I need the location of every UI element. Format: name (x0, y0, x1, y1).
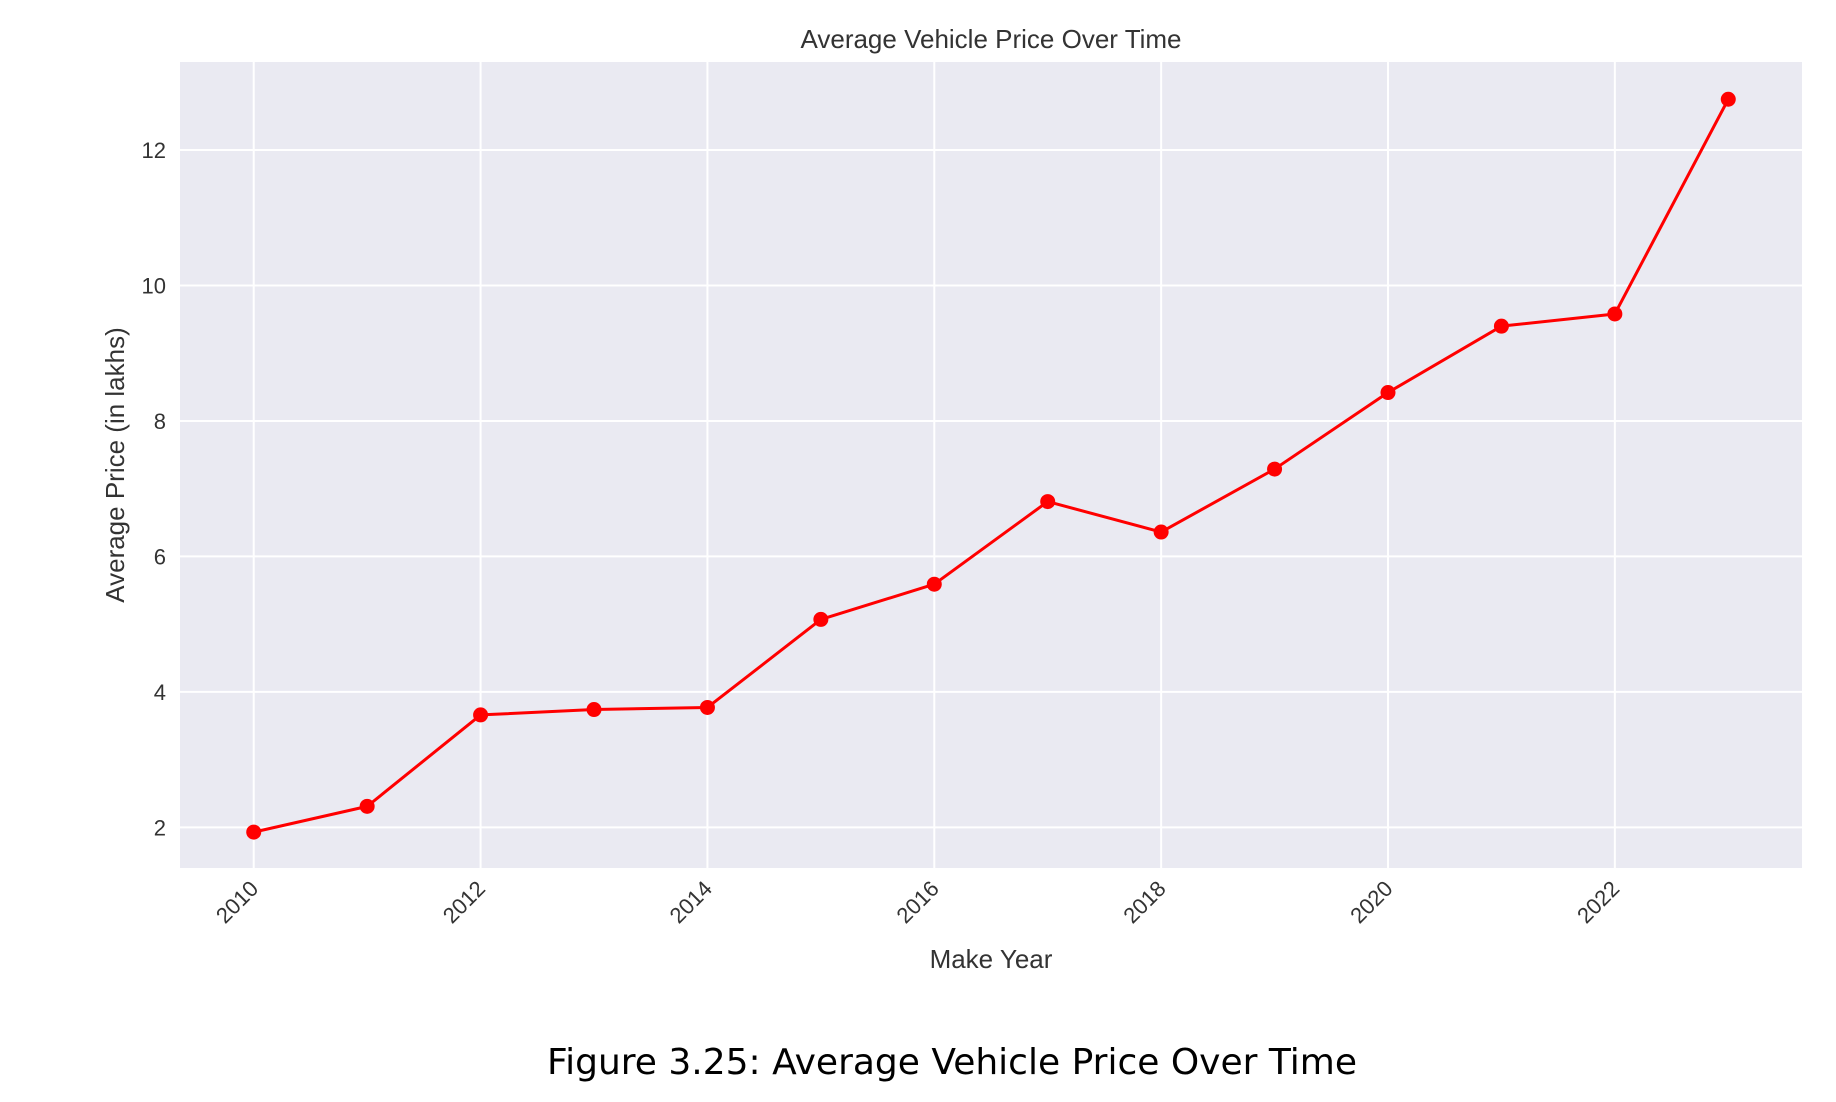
series-line (253, 98, 1730, 834)
data-point (586, 702, 602, 718)
data-point (1607, 306, 1623, 322)
x-axis-title: Make Year (930, 944, 1053, 974)
grid-lines (180, 62, 1802, 868)
y-tick-label: 6 (154, 544, 166, 569)
data-point (926, 576, 942, 592)
y-tick-label: 4 (154, 680, 166, 705)
x-axis-ticks: 2010 2012 2014 2016 2018 2020 2022 (211, 876, 1624, 928)
data-point (699, 699, 715, 715)
data-point (1493, 318, 1509, 334)
plot-area (180, 62, 1802, 868)
data-point (246, 824, 262, 840)
data-point (1267, 461, 1283, 477)
data-point (1720, 91, 1736, 107)
x-tick-label: 2012 (438, 876, 490, 928)
chart-title: Average Vehicle Price Over Time (800, 24, 1181, 54)
y-tick-label: 12 (142, 138, 166, 163)
x-tick-label: 2016 (892, 876, 944, 928)
data-point (473, 707, 489, 723)
x-tick-label: 2010 (211, 876, 263, 928)
y-axis-title: Average Price (in lakhs) (100, 327, 130, 603)
x-tick-label: 2018 (1118, 876, 1170, 928)
y-tick-label: 10 (142, 274, 166, 299)
series-price (246, 91, 1736, 840)
data-point (813, 611, 829, 627)
x-tick-label: 2022 (1572, 876, 1624, 928)
data-point (1380, 385, 1396, 401)
data-point (359, 798, 375, 814)
data-point (1040, 494, 1056, 510)
y-axis-ticks: 2 4 6 8 10 12 (142, 138, 166, 840)
data-point (1153, 524, 1169, 540)
figure-caption: Figure 3.25: Average Vehicle Price Over … (547, 1042, 1357, 1083)
x-tick-label: 2014 (665, 876, 717, 928)
x-tick-label: 2020 (1345, 876, 1397, 928)
y-tick-label: 2 (154, 815, 166, 840)
y-tick-label: 8 (154, 409, 166, 434)
